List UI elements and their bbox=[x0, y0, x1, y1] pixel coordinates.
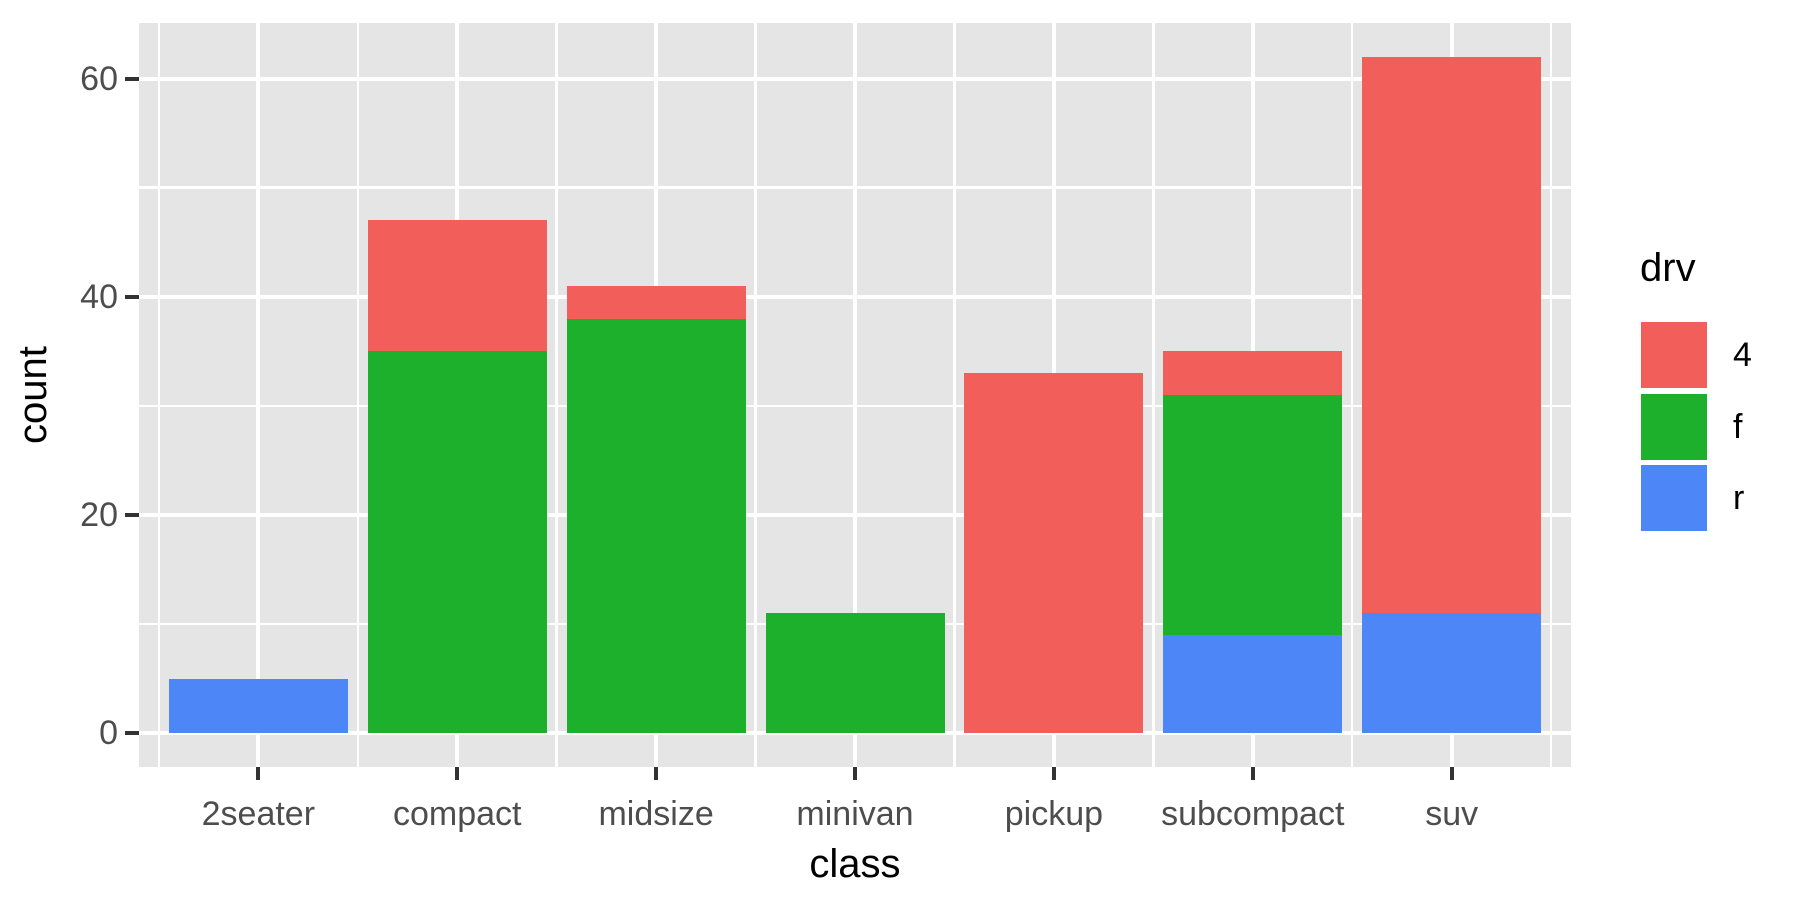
gridline-minor-vertical bbox=[555, 23, 558, 767]
gridline-minor-vertical bbox=[953, 23, 956, 767]
x-axis-tick-label-midsize: midsize bbox=[598, 795, 714, 833]
y-axis-tick-mark bbox=[125, 294, 139, 299]
y-axis-tick-mark bbox=[125, 76, 139, 81]
plot-panel bbox=[139, 23, 1571, 767]
gridline-minor-vertical bbox=[1350, 23, 1354, 767]
bar-subcompact-drv-f bbox=[1163, 395, 1343, 635]
x-axis-tick-label-subcompact: subcompact bbox=[1161, 795, 1345, 833]
x-axis-tick-label-compact: compact bbox=[392, 795, 522, 833]
y-axis-tick-label: 0 bbox=[99, 714, 118, 753]
bar-suv-drv-4 bbox=[1362, 56, 1542, 614]
bar-pickup-drv-4 bbox=[964, 373, 1144, 734]
gridline-minor-vertical bbox=[356, 23, 360, 767]
x-axis-tick-mark bbox=[654, 767, 659, 780]
bar-compact-drv-4 bbox=[367, 220, 547, 352]
x-axis-tick-label-minivan: minivan bbox=[796, 795, 914, 833]
gridline-minor-vertical bbox=[1549, 23, 1553, 767]
bar-midsize-drv-4 bbox=[566, 285, 746, 319]
x-axis-tick-label-pickup: pickup bbox=[1004, 795, 1104, 833]
x-axis-tick-label-2seater: 2seater bbox=[201, 795, 316, 833]
gridline-major-vertical bbox=[853, 23, 857, 767]
bar-subcompact-drv-4 bbox=[1163, 351, 1343, 395]
x-axis-tick-label-suv: suv bbox=[1425, 795, 1479, 833]
x-axis-tick-mark bbox=[853, 767, 857, 780]
y-axis-tick-mark bbox=[125, 513, 139, 517]
legend-label-4: 4 bbox=[1733, 336, 1752, 374]
legend-title: drv bbox=[1640, 246, 1696, 290]
x-axis-tick-mark bbox=[256, 767, 261, 780]
legend-key-f bbox=[1641, 393, 1707, 460]
x-axis-tick-mark bbox=[1051, 767, 1056, 780]
legend-label-f: f bbox=[1733, 407, 1743, 446]
x-axis-tick-mark bbox=[1449, 767, 1454, 780]
gridline-minor-vertical bbox=[754, 23, 757, 767]
gridline-minor-vertical bbox=[1152, 23, 1155, 767]
legend-key-r bbox=[1641, 465, 1707, 531]
y-axis-tick-mark bbox=[125, 731, 139, 736]
legend-key-4 bbox=[1641, 322, 1707, 388]
legend-label-r: r bbox=[1733, 479, 1745, 517]
bar-2seater-drv-r bbox=[168, 678, 348, 734]
bar-subcompact-drv-r bbox=[1163, 635, 1343, 734]
bar-minivan-drv-f bbox=[765, 613, 945, 734]
bar-suv-drv-r bbox=[1362, 613, 1542, 734]
y-axis-tick-label: 60 bbox=[80, 59, 118, 98]
x-axis-tick-mark bbox=[455, 767, 460, 780]
y-axis-tick-label: 40 bbox=[80, 277, 118, 316]
bar-compact-drv-f bbox=[367, 351, 547, 734]
x-axis-title: class bbox=[809, 842, 901, 886]
gridline-major-vertical bbox=[256, 23, 261, 767]
bar-midsize-drv-f bbox=[566, 318, 746, 734]
y-axis-tick-label: 20 bbox=[80, 496, 118, 534]
x-axis-tick-mark bbox=[1250, 767, 1255, 780]
gridline-minor-vertical bbox=[157, 23, 161, 767]
